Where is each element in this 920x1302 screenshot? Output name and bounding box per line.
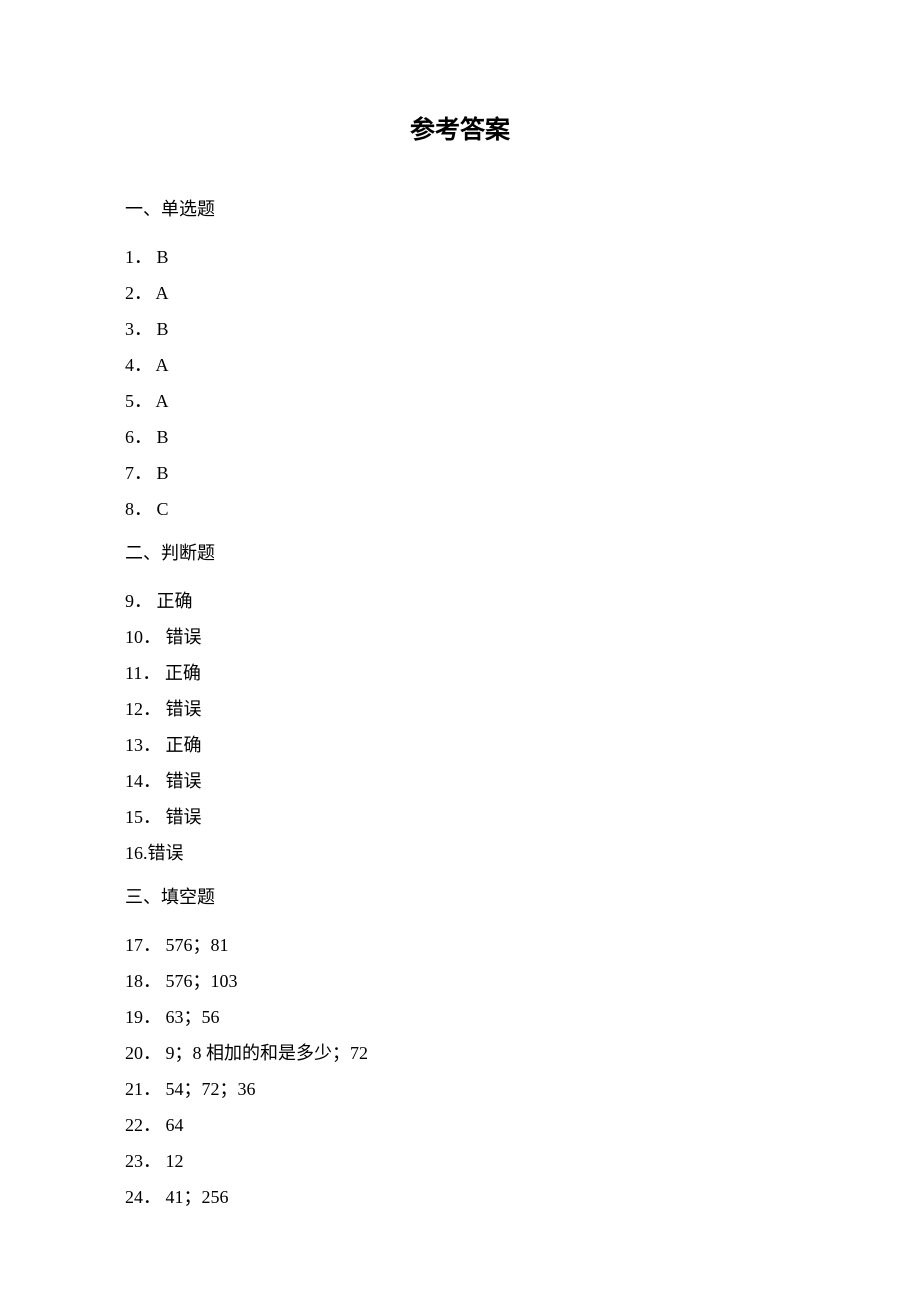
section-3-heading: 三、填空题 [125,879,795,915]
answer-value: 错误 [166,771,202,791]
section-2: 二、判断题 9． 正确 10． 错误 11． 正确 12． 错误 13． 正确 … [125,535,795,871]
answer-number: 11． [125,655,160,691]
answer-number: 24． [125,1179,161,1215]
answer-row: 13． 正确 [125,727,795,763]
answer-row: 16.错误 [125,835,795,871]
answer-number: 23． [125,1143,161,1179]
answer-number: 19． [125,999,161,1035]
answer-number: 1． [125,239,152,275]
answer-number: 9． [125,583,152,619]
answer-number: 2． [125,275,152,311]
answer-row: 22． 64 [125,1107,795,1143]
answer-row: 6． B [125,419,795,455]
answer-row: 11． 正确 [125,655,795,691]
answer-value: A [156,355,169,375]
answer-number: 17． [125,927,161,963]
answer-number: 4． [125,347,152,383]
answer-value: 错误 [166,807,202,827]
answer-value: 9；8 相加的和是多少；72 [166,1043,369,1063]
answer-number: 8． [125,491,152,527]
answer-number: 6． [125,419,152,455]
answer-value: 正确 [165,663,201,683]
answer-value: 错误 [148,843,184,863]
answer-row: 15． 错误 [125,799,795,835]
answer-row: 19． 63；56 [125,999,795,1035]
answer-value: C [157,499,169,519]
section-2-heading: 二、判断题 [125,535,795,571]
answer-number: 15． [125,799,161,835]
answer-number: 13． [125,727,161,763]
answer-value: B [157,463,169,483]
answer-value: 12 [166,1151,184,1171]
answer-number: 20． [125,1035,161,1071]
answer-number: 22． [125,1107,161,1143]
answer-value: A [156,391,169,411]
answer-number: 5． [125,383,152,419]
answer-row: 17． 576；81 [125,927,795,963]
answer-row: 10． 错误 [125,619,795,655]
answer-row: 20． 9；8 相加的和是多少；72 [125,1035,795,1071]
answer-value: 错误 [166,627,202,647]
answer-row: 4． A [125,347,795,383]
answer-row: 7． B [125,455,795,491]
answer-value: B [157,247,169,267]
answer-row: 12． 错误 [125,691,795,727]
answer-value: 63；56 [166,1007,220,1027]
answer-number: 7． [125,455,152,491]
answer-row: 14． 错误 [125,763,795,799]
answer-row: 2． A [125,275,795,311]
answer-row: 18． 576；103 [125,963,795,999]
answer-value: B [157,427,169,447]
answer-row: 24． 41；256 [125,1179,795,1215]
answer-number: 21． [125,1071,161,1107]
answer-value: 64 [166,1115,184,1135]
answer-row: 23． 12 [125,1143,795,1179]
section-1-heading: 一、单选题 [125,191,795,227]
answer-value: 576；81 [166,935,229,955]
answer-row: 3． B [125,311,795,347]
answer-value: 错误 [166,699,202,719]
answer-value: 41；256 [166,1187,229,1207]
answer-row: 1． B [125,239,795,275]
answer-value: 正确 [152,591,193,611]
answer-value: 54；72；36 [166,1079,256,1099]
answer-number: 10． [125,619,161,655]
answer-number: 18． [125,963,161,999]
page-title: 参考答案 [125,110,795,146]
answer-row: 8． C [125,491,795,527]
answer-value: A [156,283,169,303]
answer-number: 12． [125,691,161,727]
answer-value: 576；103 [166,971,238,991]
answer-number: 16. [125,835,148,871]
answer-number: 3． [125,311,152,347]
answer-row: 9． 正确 [125,583,795,619]
answer-value: B [157,319,169,339]
answer-value: 正确 [166,735,202,755]
section-1: 一、单选题 1． B 2． A 3． B 4． A 5． A 6． B 7． B… [125,191,795,527]
answer-row: 21． 54；72；36 [125,1071,795,1107]
answer-number: 14． [125,763,161,799]
section-3: 三、填空题 17． 576；81 18． 576；103 19． 63；56 2… [125,879,795,1215]
answer-row: 5． A [125,383,795,419]
